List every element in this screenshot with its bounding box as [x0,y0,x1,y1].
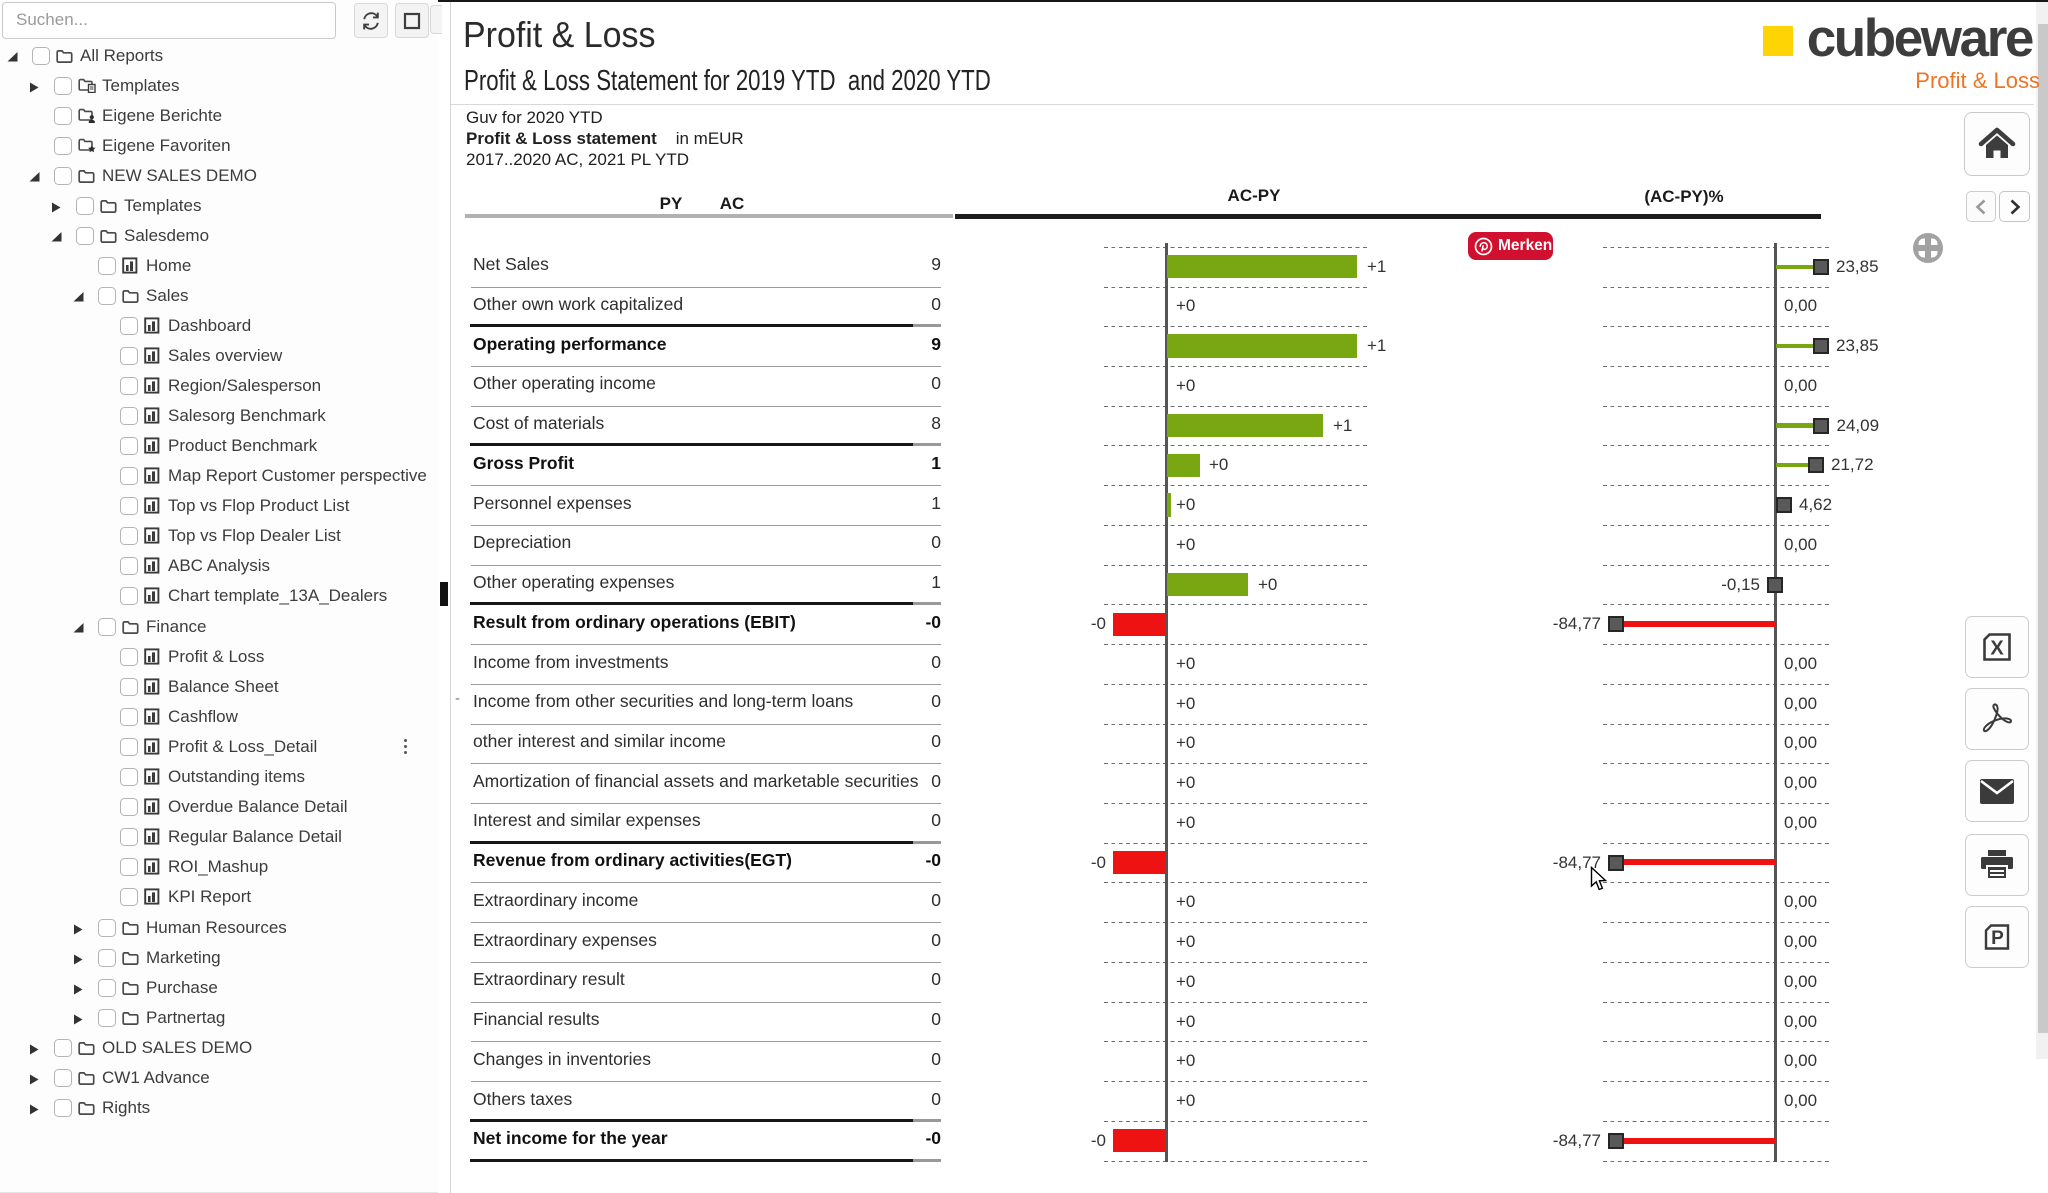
svg-text:X: X [1990,638,2004,660]
svg-text:P: P [1991,928,2004,949]
